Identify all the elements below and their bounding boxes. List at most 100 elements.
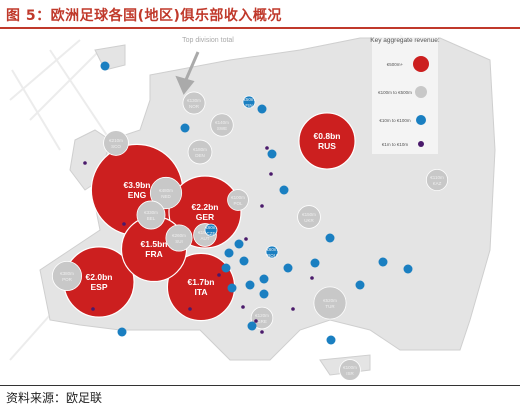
bubble-country-label: NED	[161, 194, 171, 199]
marker-blue	[267, 149, 277, 159]
legend-entry: €1m to €10m	[382, 141, 424, 147]
bubble-country-label: ENG	[128, 190, 147, 200]
marker-blue	[326, 335, 336, 345]
marker-purple	[241, 305, 245, 309]
bubble-country-label: NOR	[189, 104, 200, 109]
legend: Key aggregate revenue: €500m+ €100m to €5…	[370, 32, 440, 154]
marker-blue	[100, 61, 110, 71]
bubble-country-label: SCO	[111, 144, 121, 149]
marker-purple	[91, 307, 95, 311]
bubble-value-label: €100m	[343, 365, 357, 370]
bubble-circle	[187, 139, 213, 165]
bubble-country-label: ESP	[90, 282, 107, 292]
bubble-circle	[313, 286, 347, 320]
marker-purple	[260, 204, 264, 208]
bubble-circle	[297, 205, 321, 229]
bubble-country-label: POL	[233, 201, 243, 206]
bubble-country-label: RUS	[318, 141, 336, 151]
marker-purple	[291, 307, 295, 311]
bubble-circle	[265, 245, 279, 259]
bubble-circle	[204, 223, 218, 237]
marker-blue	[325, 233, 335, 243]
bubble-circle	[165, 224, 193, 252]
marker-blue	[257, 104, 267, 114]
bubble-circle	[103, 130, 129, 156]
marker-blue	[310, 258, 320, 268]
marker-blue	[279, 185, 289, 195]
bubble-value-label: €210m	[109, 138, 123, 143]
legend-entry-label: €10m to €100m	[379, 118, 411, 123]
bubble-country-label: SWE	[217, 126, 227, 131]
marker-blue	[403, 264, 413, 274]
bubble-value-label: €60m	[266, 247, 278, 252]
bubble-circle	[136, 200, 166, 230]
bubble-value-label: €3.9bn	[124, 180, 151, 190]
marker-blue	[227, 283, 237, 293]
bubble-country-label: SUI	[175, 239, 183, 244]
bubble-country-label: ISR	[346, 371, 354, 376]
marker-blue	[355, 280, 365, 290]
bubble-circle	[149, 176, 183, 210]
bubble-country-label: AUT	[201, 236, 210, 241]
bubble-circle	[425, 168, 449, 192]
marker-blue	[221, 263, 231, 273]
bubble-country-label: KAZ	[433, 181, 442, 186]
bubble-value-label: €260m	[172, 233, 186, 238]
marker-blue	[259, 274, 269, 284]
bubble-circle	[298, 112, 356, 170]
marker-purple	[265, 146, 269, 150]
bubble-value-label: €120m	[255, 313, 269, 318]
source-note: 资料来源：欧足联	[6, 391, 103, 405]
marker-blue	[117, 327, 127, 337]
bubble-value-label: €380m	[60, 271, 74, 276]
bubble-value-label: €480m	[159, 188, 173, 193]
marker-purple	[122, 222, 126, 226]
bubble-value-label: €100m	[231, 195, 245, 200]
marker-purple	[244, 237, 248, 241]
bubble-country-label: CZE	[207, 231, 216, 236]
legend-entry-label: €1m to €10m	[382, 142, 409, 147]
legend-entry-swatch	[413, 56, 429, 72]
bubble-country-label: FIN	[245, 103, 252, 108]
legend-box	[372, 32, 438, 154]
legend-entry: €500m+	[387, 56, 429, 72]
bubble-value-label: €140m	[215, 120, 229, 125]
footer-rule	[0, 385, 520, 386]
bubble-value-label: €2.2bn	[192, 202, 219, 212]
legend-entry-label: €100m to €500m	[378, 90, 412, 95]
marker-purple	[310, 276, 314, 280]
bubble-value-label: €330m	[144, 210, 158, 215]
marker-blue	[234, 239, 244, 249]
marker-purple	[269, 172, 273, 176]
marker-blue	[239, 256, 249, 266]
bubble-value-label: €50m	[243, 97, 255, 102]
bubble-country-label: BEL	[147, 216, 156, 221]
bubble-value-label: €110m	[430, 175, 444, 180]
bubble-circle	[339, 359, 361, 381]
bubble-value-label: €1.5bn	[141, 239, 168, 249]
marker-blue	[378, 257, 388, 267]
bubble-country-label: FRA	[145, 249, 162, 259]
bubble-country-label: DEN	[195, 153, 205, 158]
marker-blue	[247, 321, 257, 331]
marker-layer	[83, 61, 413, 345]
bubble-country-label: ROU	[267, 253, 277, 258]
marker-purple	[188, 307, 192, 311]
bubble-country-label: GER	[196, 212, 214, 222]
marker-purple	[260, 330, 264, 334]
chart-title: 图 5：欧洲足球各国(地区)俱乐部收入概况	[6, 8, 282, 24]
